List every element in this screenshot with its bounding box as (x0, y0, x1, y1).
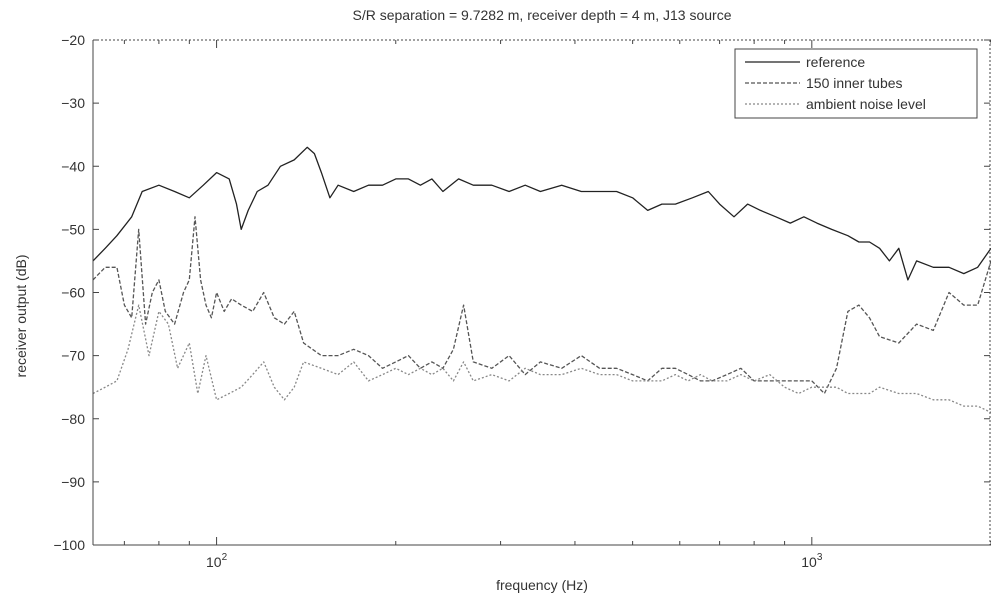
y-tick-label: −60 (61, 285, 85, 301)
series-line-1 (92, 146, 991, 281)
y-tick-label: −100 (53, 537, 85, 553)
y-tick-label: −30 (61, 95, 85, 111)
y-tick-label: −70 (61, 348, 85, 364)
axes-layer: −20 −30 −40 −50 −60 −70 −80 −90 −100 102 103 (53, 32, 991, 570)
x-tick-label: 102 (206, 552, 228, 570)
legend: reference 150 inner tubes ambient noise le… (734, 48, 978, 119)
y-axis-label: receiver output (dB) (13, 255, 29, 378)
y-tick-label: −40 (61, 158, 85, 174)
series-line-2 (92, 216, 991, 395)
legend-label-2: 150 inner tubes (806, 75, 903, 91)
series-layer (92, 146, 991, 413)
y-tick-label: −20 (61, 32, 85, 48)
plot-background (93, 40, 991, 545)
x-axis-label: frequency (Hz) (496, 577, 588, 593)
legend-label-3: ambient noise level (806, 96, 926, 112)
y-tick-label: −80 (61, 411, 85, 427)
series-line-3 (92, 304, 991, 413)
y-tick-label: −50 (61, 221, 85, 237)
plot-area (93, 40, 991, 545)
x-tick-label: 103 (801, 552, 823, 570)
chart-title: S/R separation = 9.7282 m, receiver dept… (353, 7, 732, 23)
legend-label-1: reference (806, 54, 865, 70)
y-tick-label: −90 (61, 474, 85, 490)
